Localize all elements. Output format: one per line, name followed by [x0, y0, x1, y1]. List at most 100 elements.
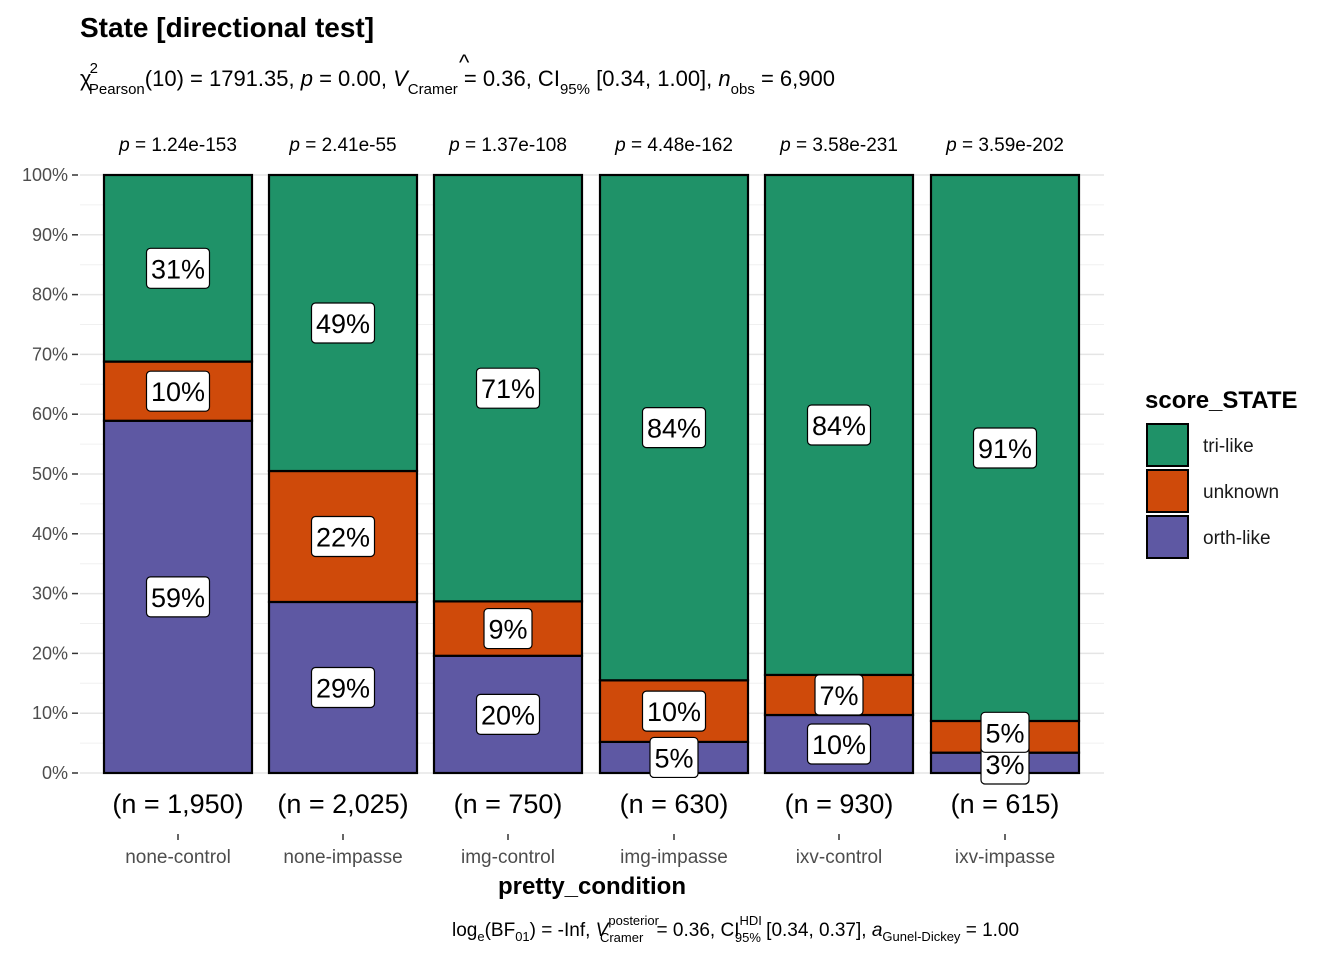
- y-tick-label: 40%: [32, 524, 68, 544]
- data-label-box: [475, 693, 541, 735]
- y-tick-label: 70%: [32, 344, 68, 364]
- data-label-tri-like: 84%: [647, 414, 701, 444]
- chart-title: State [directional test]: [80, 12, 374, 43]
- y-tick-label: 100%: [22, 165, 68, 185]
- subtitle-stat: (10) = 1791.35,: [145, 66, 301, 91]
- legend: score_STATE tri-like unknown orth-like: [1145, 387, 1298, 559]
- caption-log-sub: e: [477, 929, 484, 944]
- count-label: (n = 750): [454, 789, 563, 819]
- y-tick-label: 60%: [32, 404, 68, 424]
- subtitle-v-sub: Cramer: [408, 81, 458, 98]
- subtitle-ci-sub: 95%: [560, 81, 590, 98]
- data-labels: 59% 10% 31% 29% 22% 49% 20% 9% 71% 5% 10% 84% 10% 7% 8…: [145, 247, 1038, 785]
- p-symbol: p: [448, 135, 460, 156]
- legend-swatch-tri-like: [1146, 423, 1189, 467]
- data-label-box: [483, 607, 533, 650]
- legend-swatch-unknown: [1146, 469, 1189, 513]
- caption-v-text: = 0.36, CI: [651, 920, 739, 941]
- x-axis: (n = 1,950) none-control (n = 2,025) none-i…: [112, 789, 1059, 868]
- data-label-box: [806, 404, 872, 446]
- data-label-box: [972, 427, 1038, 469]
- data-label-orth-like: 29%: [316, 673, 370, 703]
- x-tick-label: none-impasse: [283, 847, 402, 868]
- p-value-label: p = 3.58e-231: [779, 135, 898, 156]
- data-label-orth-like: 3%: [985, 750, 1024, 780]
- p-value-text: = 3.59e-202: [957, 135, 1064, 156]
- subtitle-ci-text: [0.34, 1.00],: [590, 66, 718, 91]
- caption-log: log: [452, 920, 477, 941]
- p-symbol: p: [779, 135, 791, 156]
- subtitle-n-sub: obs: [731, 81, 755, 98]
- data-label-unknown: 7%: [819, 681, 858, 711]
- subtitle-v-text: = 0.36, CI: [458, 66, 560, 91]
- caption-ci-sup: HDI: [739, 913, 761, 928]
- p-symbol: p: [945, 135, 957, 156]
- p-value-text: = 3.58e-231: [791, 135, 898, 156]
- y-tick-label: 80%: [32, 285, 68, 305]
- y-tick-label: 0%: [42, 763, 68, 783]
- caption-bf-sub: 01: [515, 929, 529, 944]
- data-label-unknown: 22%: [316, 522, 370, 552]
- legend-title: score_STATE: [1145, 387, 1298, 414]
- data-label-box: [980, 711, 1030, 753]
- data-label-tri-like: 49%: [316, 309, 370, 339]
- data-label-box: [806, 723, 872, 765]
- x-tick-label: none-control: [125, 847, 231, 868]
- legend-label-tri-like: tri-like: [1203, 436, 1254, 457]
- p-value-label: p = 1.24e-153: [118, 135, 237, 156]
- p-value-text: = 4.48e-162: [626, 135, 733, 156]
- p-value-text: = 2.41e-55: [300, 135, 397, 156]
- data-label-box: [145, 370, 211, 412]
- caption-v-sub: Cramer: [600, 930, 644, 945]
- p-values: p = 1.24e-153 p = 2.41e-55 p = 1.37e-108 p …: [118, 135, 1064, 156]
- subtitle-v-hat: ^: [459, 50, 470, 75]
- legend-label-unknown: unknown: [1203, 482, 1279, 503]
- data-label-box: [641, 690, 707, 732]
- p-value-label: p = 1.37e-108: [448, 135, 567, 156]
- data-label-box: [475, 367, 541, 409]
- caption-bf-end: ) = -Inf,: [530, 920, 596, 941]
- y-tick-label: 30%: [32, 584, 68, 604]
- count-label: (n = 1,950): [112, 789, 243, 819]
- chart-subtitle: χ2 Pearson(10) = 1791.35, p = 0.00, VCram…: [80, 60, 835, 98]
- subtitle-chi-sup: 2: [90, 60, 98, 77]
- caption-ci-sub: 95%: [735, 930, 761, 945]
- data-label-tri-like: 31%: [151, 254, 205, 284]
- data-label-tri-like: 84%: [812, 411, 866, 441]
- p-symbol: p: [614, 135, 626, 156]
- caption-bf: (BF: [485, 920, 516, 941]
- data-label-unknown: 9%: [488, 615, 527, 645]
- count-label: (n = 630): [620, 789, 729, 819]
- data-label-tri-like: 91%: [978, 434, 1032, 464]
- count-label: (n = 615): [951, 789, 1060, 819]
- caption-a-text: = 1.00: [960, 920, 1019, 941]
- subtitle-p-symbol: p: [300, 66, 313, 91]
- p-symbol: p: [288, 135, 300, 156]
- data-label-unknown: 10%: [647, 697, 701, 727]
- data-label-box: [145, 576, 211, 618]
- subtitle-n-symbol: n: [718, 66, 730, 91]
- subtitle-n-text: = 6,900: [755, 66, 835, 91]
- data-label-box: [641, 407, 707, 449]
- p-value-label: p = 3.59e-202: [945, 135, 1064, 156]
- y-tick-label: 10%: [32, 703, 68, 723]
- count-label: (n = 2,025): [277, 789, 408, 819]
- data-label-orth-like: 20%: [481, 700, 535, 730]
- data-label-box: [310, 302, 376, 344]
- legend-swatch-orth-like: [1146, 515, 1189, 559]
- y-tick-label: 20%: [32, 643, 68, 663]
- legend-label-orth-like: orth-like: [1203, 528, 1271, 549]
- x-axis-title: pretty_condition: [498, 873, 686, 900]
- subtitle-chi-sub: Pearson: [89, 81, 145, 98]
- p-value-text: = 1.37e-108: [460, 135, 567, 156]
- p-value-label: p = 2.41e-55: [288, 135, 396, 156]
- data-label-box: [145, 247, 211, 289]
- y-axis: 0% 10% 20% 30% 40% 50% 60% 70% 80% 90% 100%: [22, 165, 78, 783]
- subtitle-v-symbol: V: [393, 66, 410, 91]
- data-label-orth-like: 10%: [812, 730, 866, 760]
- x-tick-label: ixv-impasse: [955, 847, 1055, 868]
- count-label: (n = 930): [785, 789, 894, 819]
- caption-ci-text: [0.34, 0.37],: [761, 920, 872, 941]
- data-label-orth-like: 59%: [151, 583, 205, 613]
